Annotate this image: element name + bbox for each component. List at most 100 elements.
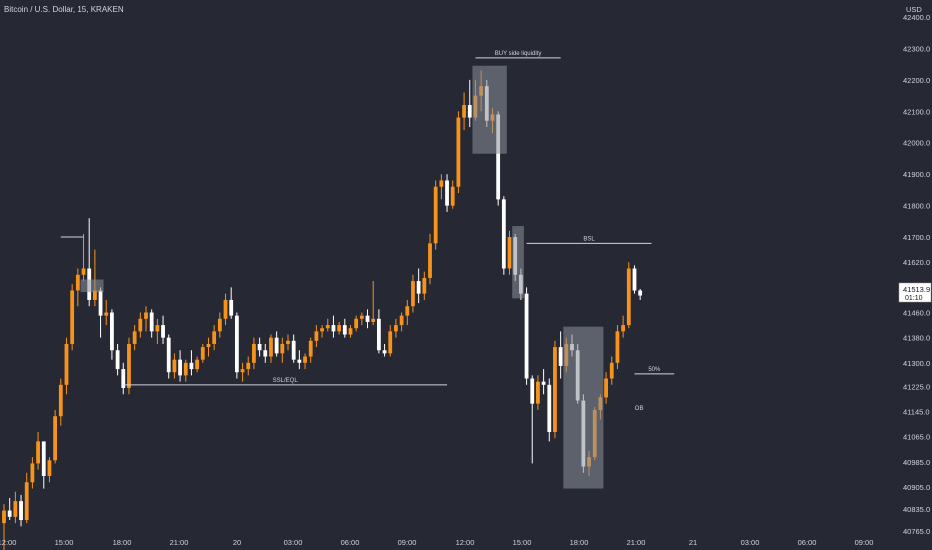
candle [365, 309, 370, 329]
candle [138, 312, 143, 338]
candle-body [621, 325, 626, 332]
candle-body [58, 384, 63, 417]
candle-body [75, 274, 80, 291]
candle [257, 337, 262, 357]
time-tick-label: 15:00 [55, 538, 74, 547]
candle [206, 337, 211, 357]
candle-body [257, 343, 262, 351]
candle-body [110, 312, 114, 351]
price-tick-label: 41620.0 [903, 258, 930, 267]
candle [342, 318, 347, 338]
candle [47, 457, 52, 483]
candle-body [354, 318, 359, 329]
candle-body [7, 510, 12, 517]
candle-body [496, 114, 501, 200]
candle [240, 362, 245, 382]
candle-body [127, 343, 131, 388]
candle [212, 325, 217, 351]
candle [405, 299, 410, 326]
candle-body [626, 268, 631, 326]
candle [399, 312, 404, 332]
chart-title: Bitcoin / U.S. Dollar, 15, KRAKEN [4, 5, 124, 14]
candle [359, 312, 364, 326]
candle [422, 271, 427, 300]
candle-body [280, 343, 285, 354]
candle-body [200, 347, 205, 360]
candle-body [371, 318, 376, 322]
level-label: BSL [583, 236, 595, 242]
candle [320, 325, 324, 338]
candle [144, 306, 148, 332]
candle [195, 356, 200, 373]
candle-body [166, 337, 171, 373]
candle [81, 233, 86, 282]
candle-body [501, 199, 506, 269]
last-price-badge: 41513.9 01:10 [898, 282, 932, 303]
candle-body [274, 337, 279, 354]
candle-body [172, 359, 177, 373]
candle [609, 356, 614, 385]
candle-body [269, 337, 273, 357]
candle [274, 331, 279, 357]
candle [445, 174, 449, 212]
candle [132, 325, 137, 351]
ob-zone [563, 326, 604, 489]
candle [530, 375, 535, 464]
candle-body [382, 350, 387, 354]
candle [524, 287, 529, 385]
candle [507, 230, 512, 275]
candle-body [558, 347, 563, 366]
price-tick-label: 40905.0 [903, 483, 930, 492]
candle-body [24, 482, 29, 520]
candle [104, 299, 109, 326]
candle [246, 356, 251, 376]
candle [121, 362, 126, 395]
candle [263, 343, 268, 363]
candle [433, 180, 438, 250]
candle-body [433, 186, 438, 244]
candle-body [291, 340, 296, 360]
candle [2, 504, 6, 550]
candle-body [206, 343, 211, 348]
time-tick-label: 21:00 [627, 538, 646, 547]
time-axis[interactable]: 12:00 15:00 18:00 21:00 20 03:00 06:00 09:00 12:… [0, 538, 873, 547]
candle [161, 315, 165, 344]
candle [626, 262, 631, 329]
candle-body [98, 290, 103, 316]
candle-body [234, 315, 239, 373]
candle [291, 334, 296, 363]
time-tick-label: 03:00 [284, 538, 303, 547]
price-tick-label: 41700.0 [903, 233, 930, 242]
candle-body [638, 290, 643, 296]
candle-body [183, 362, 188, 376]
candle [428, 233, 432, 285]
candle-body [195, 359, 200, 370]
candle-body [161, 325, 165, 338]
time-tick-label: 15:00 [513, 538, 532, 547]
candle-body [450, 186, 455, 206]
time-tick-label: 09:00 [855, 538, 874, 547]
candle-body [388, 331, 393, 354]
candle [13, 491, 18, 524]
candle-body [286, 340, 290, 344]
annotations: BUY side liquidity BSL SSL/EQL 50% OB [60, 51, 675, 489]
candle [58, 378, 63, 426]
candle-body [507, 237, 512, 269]
candle-body [342, 325, 347, 335]
candle-body [530, 378, 535, 404]
ob-zone [512, 226, 524, 299]
candle-body [399, 315, 404, 326]
candle [416, 268, 421, 304]
price-tick-label: 42300.0 [903, 44, 930, 53]
candle-body [445, 180, 449, 206]
candle-body [348, 328, 353, 335]
time-tick-label: 12:00 [456, 538, 475, 547]
price-tick-label: 41800.0 [903, 202, 930, 211]
candle [115, 343, 120, 376]
candle-body [422, 277, 427, 294]
candle [348, 325, 353, 338]
candle [24, 472, 29, 524]
candle-body [104, 312, 109, 316]
time-tick-label: 12:00 [0, 538, 16, 547]
